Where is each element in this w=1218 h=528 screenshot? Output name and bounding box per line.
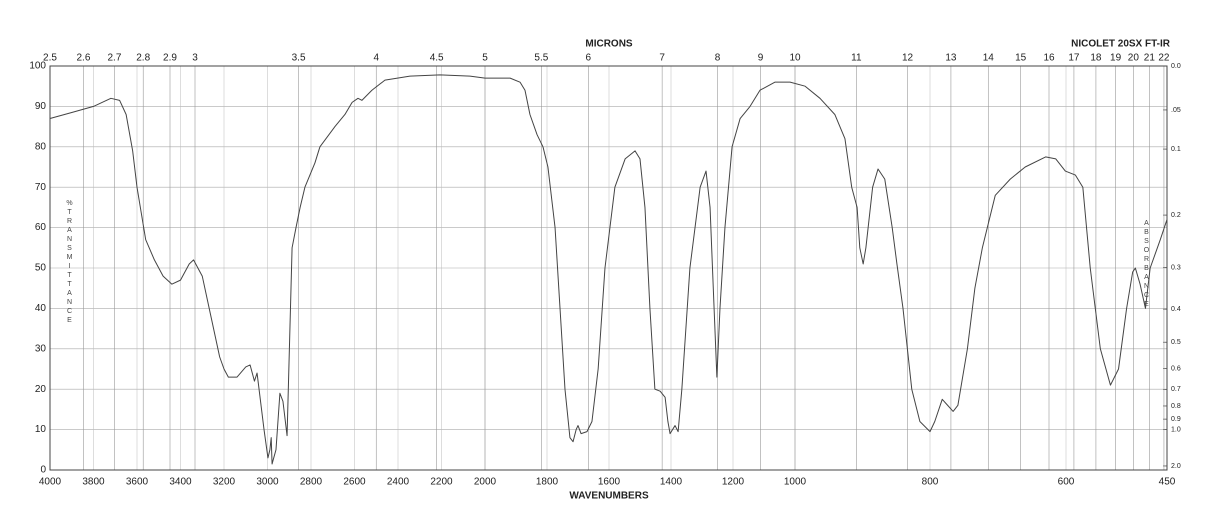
x2-tick-label: 18 (1090, 53, 1102, 64)
x2-tick-label: 15 (1015, 53, 1027, 64)
x-tick-label: 4000 (39, 477, 62, 488)
x-tick-label: 2600 (343, 477, 366, 488)
x2-tick-label: 2.6 (77, 53, 91, 64)
spectrum-line (49, 74, 1168, 465)
x2-tick-label: 2.9 (163, 53, 177, 64)
x-tick-label: 450 (1159, 477, 1176, 488)
y2-axis-title: ABSORBANCE (1143, 220, 1150, 310)
x2-tick-label: 22 (1158, 53, 1170, 64)
y-tick-label: 90 (35, 101, 47, 112)
x2-tick-label: 3.5 (292, 53, 306, 64)
y-tick-label: 50 (35, 263, 47, 274)
x2-tick-label: 20 (1128, 53, 1140, 64)
x-tick-label: 800 (922, 477, 939, 488)
x2-tick-label: 16 (1043, 53, 1055, 64)
x-tick-label: 1600 (598, 477, 621, 488)
y2-tick-label: 0.3 (1171, 264, 1181, 271)
x-tick-label: 2000 (474, 477, 497, 488)
y-axis-title: %TRANSMITTANCE (66, 200, 73, 326)
x2-tick-label: 2.5 (43, 53, 57, 64)
x-tick-label: 2800 (300, 477, 323, 488)
y2-tick-label: 0.6 (1171, 365, 1181, 372)
x-axis-title: WAVENUMBERS (569, 491, 649, 502)
x2-tick-label: 3 (192, 53, 198, 64)
y2-tick-label: 1.0 (1171, 426, 1181, 433)
y-tick-label: 40 (35, 303, 47, 314)
x2-tick-label: 4.5 (430, 53, 444, 64)
y2-tick-label: 0.0 (1171, 63, 1181, 70)
y2-tick-label: 0.9 (1171, 416, 1181, 423)
y-tick-label: 30 (35, 343, 47, 354)
y-tick-label: 100 (29, 61, 46, 72)
y-tick-label: 60 (35, 222, 47, 233)
x-tick-label: 2400 (387, 477, 410, 488)
y-tick-label: 10 (35, 424, 47, 435)
y-tick-label: 70 (35, 182, 47, 193)
x-tick-label: 3600 (126, 477, 149, 488)
x-tick-label: 1000 (784, 477, 807, 488)
x2-tick-label: 5.5 (534, 53, 548, 64)
x2-tick-label: 11 (851, 53, 862, 64)
x2-tick-label: 8 (715, 53, 721, 64)
y-tick-label: 20 (35, 384, 47, 395)
x2-tick-label: 13 (945, 53, 957, 64)
x2-tick-label: 12 (902, 53, 914, 64)
x2-tick-label: 21 (1144, 53, 1156, 64)
x2-tick-label: 14 (983, 53, 995, 64)
y2-tick-label: 0.2 (1171, 212, 1181, 219)
y2-tick-label: 0.5 (1171, 339, 1181, 346)
y2-tick-label: 0.1 (1171, 146, 1181, 153)
x-tick-label: 1400 (660, 477, 683, 488)
x-tick-label: 3200 (213, 477, 236, 488)
y2-tick-label: 0.4 (1171, 306, 1181, 313)
plot-frame (49, 65, 1168, 471)
x-tick-label: 2200 (430, 477, 453, 488)
x-tick-label: 3000 (256, 477, 279, 488)
y-tick-label: 80 (35, 141, 47, 152)
x2-tick-label: 19 (1110, 53, 1122, 64)
x2-tick-label: 7 (659, 53, 665, 64)
x2-tick-label: 4 (373, 53, 379, 64)
x-tick-label: 1800 (536, 477, 559, 488)
y2-tick-label: 0.8 (1171, 403, 1181, 410)
x-tick-label: 600 (1058, 477, 1075, 488)
x-tick-label: 1200 (722, 477, 745, 488)
chart-title: NICOLET 20SX FT-IR (1071, 39, 1171, 50)
y-tick-label: 0 (40, 465, 46, 476)
x2-tick-label: 9 (758, 53, 764, 64)
y2-tick-label: 2.0 (1171, 463, 1181, 470)
x2-axis-title: MICRONS (585, 39, 633, 50)
x-tick-label: 3800 (82, 477, 105, 488)
x2-tick-label: 10 (789, 53, 801, 64)
x2-tick-label: 2.8 (136, 53, 150, 64)
x-tick-label: 3400 (169, 477, 192, 488)
x2-tick-label: 6 (586, 53, 592, 64)
x2-tick-label: 5 (482, 53, 488, 64)
y2-tick-label: 0.7 (1171, 386, 1181, 393)
x2-tick-label: 17 (1068, 53, 1080, 64)
y2-tick-label: .05 (1171, 107, 1181, 114)
x2-tick-label: 2.7 (107, 53, 121, 64)
